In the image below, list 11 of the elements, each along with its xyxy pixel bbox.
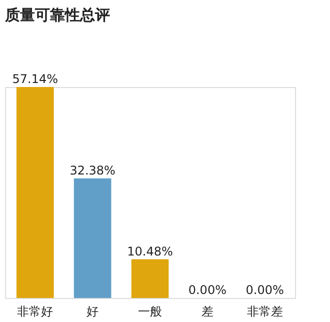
data-label: 10.48% [127, 244, 173, 258]
x-tick-label: 一般 [138, 304, 162, 318]
chart-title: 质量可靠性总评 [4, 6, 110, 24]
data-label: 32.38% [70, 163, 116, 178]
x-tick-label: 非常好 [17, 304, 54, 318]
x-tick-label: 差 [201, 304, 214, 318]
data-label: 0.00% [188, 283, 226, 297]
x-tick-label: 非常差 [246, 304, 283, 318]
x-tick-label: 好 [86, 304, 99, 318]
data-label: 57.14% [12, 72, 58, 86]
data-label: 0.00% [246, 283, 284, 297]
